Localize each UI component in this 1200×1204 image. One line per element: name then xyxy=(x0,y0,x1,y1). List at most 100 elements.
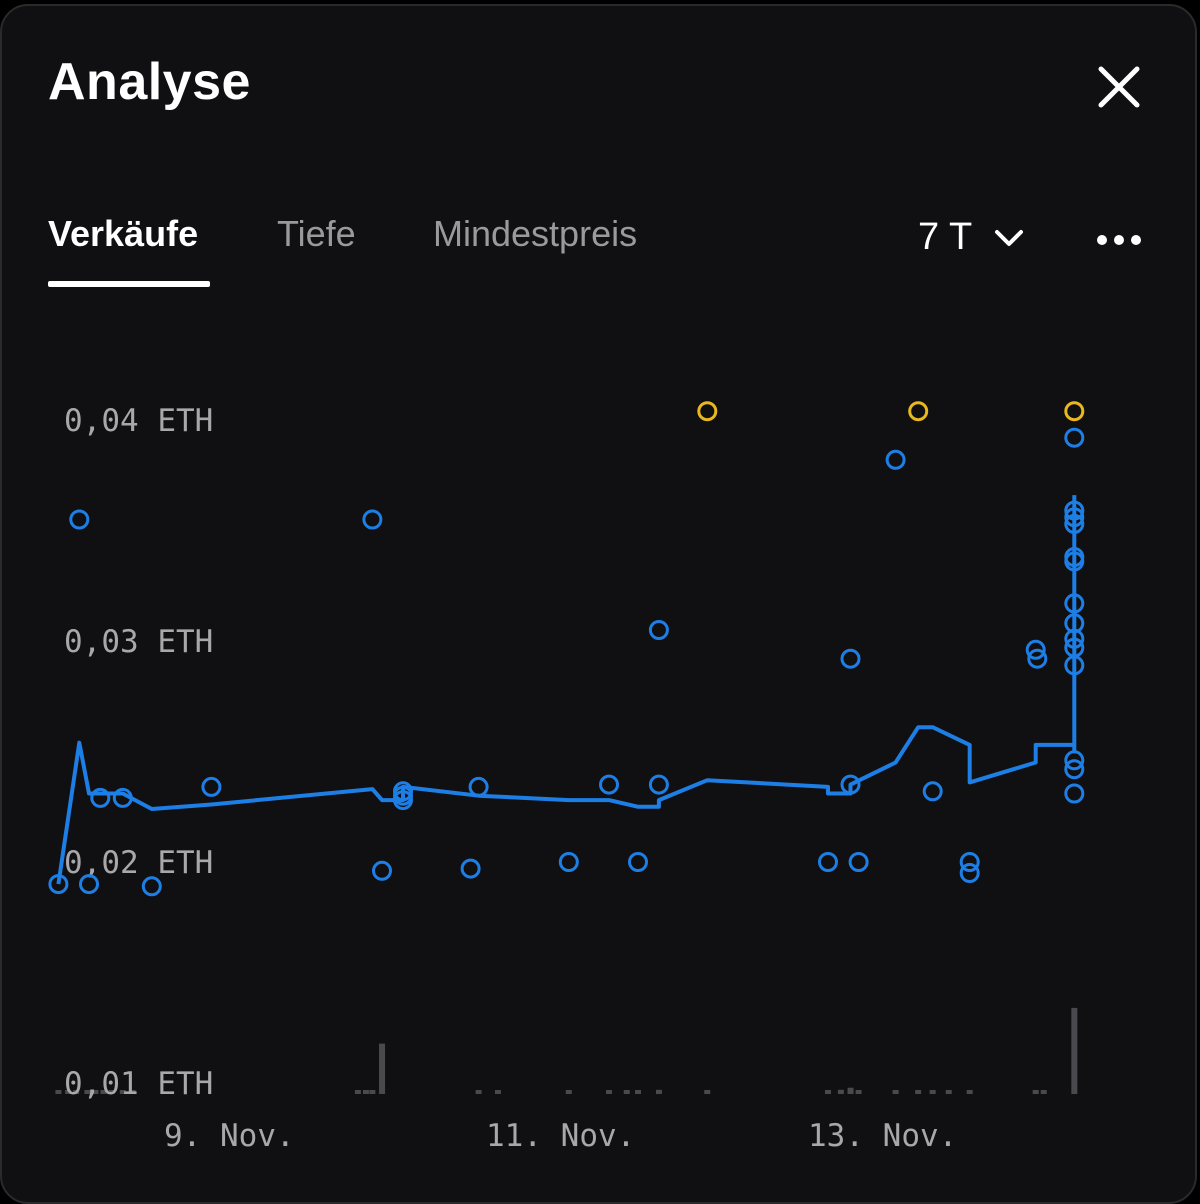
more-horizontal-icon xyxy=(1097,235,1141,245)
sale-point[interactable] xyxy=(48,874,69,895)
panel-title: Analyse xyxy=(48,53,251,111)
volume-bar xyxy=(55,1090,62,1094)
volume-bar xyxy=(362,1090,369,1094)
sale-point[interactable] xyxy=(1064,551,1085,572)
period-dropdown[interactable]: 7 T xyxy=(918,216,1024,259)
sale-point[interactable] xyxy=(90,787,111,808)
volume-bar xyxy=(825,1090,831,1094)
sale-point[interactable] xyxy=(1064,507,1085,528)
sale-point[interactable] xyxy=(468,776,489,797)
sale-point[interactable] xyxy=(558,852,579,872)
sale-point[interactable] xyxy=(1064,655,1085,676)
sale-point[interactable] xyxy=(1064,759,1085,780)
average-price-line xyxy=(56,495,1077,885)
volume-bar xyxy=(129,1090,136,1094)
listing-point[interactable] xyxy=(697,401,718,422)
volume-bar xyxy=(606,1090,613,1094)
y-tick-label: 0,01 ETH xyxy=(64,1066,213,1102)
volume-bar xyxy=(623,1090,630,1094)
volume-bar xyxy=(354,1090,361,1094)
volume-bar xyxy=(65,1090,72,1094)
active-tab-indicator xyxy=(48,281,210,287)
sale-point[interactable] xyxy=(69,509,90,530)
sale-point[interactable] xyxy=(1064,783,1085,804)
sale-point[interactable] xyxy=(840,774,861,795)
volume-bar xyxy=(655,1089,662,1094)
volume-bar xyxy=(475,1090,482,1094)
sale-point[interactable] xyxy=(1027,648,1048,669)
analysis-panel xyxy=(0,4,1197,1204)
sale-point[interactable] xyxy=(1064,427,1085,448)
volume-bar xyxy=(369,1090,376,1094)
sale-point[interactable] xyxy=(648,774,669,795)
sale-point[interactable] xyxy=(959,863,980,883)
volume-bar xyxy=(1040,1090,1047,1094)
period-label: 7 T xyxy=(918,216,973,258)
volume-bar xyxy=(1032,1090,1039,1094)
volume-bar xyxy=(84,1090,91,1094)
sale-point[interactable] xyxy=(628,852,648,872)
average-line xyxy=(56,495,1077,885)
chevron-down-icon xyxy=(995,229,1024,246)
volume-bar xyxy=(100,1090,107,1094)
sale-point[interactable] xyxy=(1064,628,1085,649)
sale-point[interactable] xyxy=(840,648,861,669)
sale-point[interactable] xyxy=(372,860,392,881)
sale-point[interactable] xyxy=(1064,513,1085,534)
sale-point[interactable] xyxy=(959,852,980,872)
volume-bar xyxy=(837,1089,844,1094)
volume-bar xyxy=(73,1090,80,1094)
close-button[interactable] xyxy=(1094,62,1144,112)
sale-point[interactable] xyxy=(79,874,99,895)
sale-point[interactable] xyxy=(112,787,133,808)
more-options-button[interactable] xyxy=(1094,228,1144,252)
sales-points xyxy=(48,401,1085,897)
volume-bar xyxy=(379,1043,386,1094)
tab-tiefe[interactable]: Tiefe xyxy=(277,213,356,254)
volume-bar xyxy=(966,1090,973,1094)
volume-bar xyxy=(565,1090,572,1094)
x-tick-label: 11. Nov. xyxy=(486,1118,635,1154)
sale-point[interactable] xyxy=(1064,593,1085,614)
volume-bar xyxy=(945,1090,952,1094)
volume-bar xyxy=(704,1090,711,1094)
sale-point[interactable] xyxy=(599,774,619,795)
y-tick-label: 0,04 ETH xyxy=(64,403,213,439)
y-tick-label: 0,03 ETH xyxy=(64,624,213,660)
sale-point[interactable] xyxy=(1064,750,1085,771)
volume-bars xyxy=(55,1007,1078,1094)
sale-point[interactable] xyxy=(885,449,906,470)
x-tick-label: 9. Nov. xyxy=(164,1118,295,1154)
sale-point[interactable] xyxy=(362,509,383,530)
tab-verkaeufe[interactable]: Verkäufe xyxy=(48,213,199,254)
sale-point[interactable] xyxy=(1025,639,1046,660)
sale-point[interactable] xyxy=(201,776,222,797)
volume-bar xyxy=(108,1090,115,1094)
close-icon xyxy=(1098,66,1140,108)
sale-point[interactable] xyxy=(141,876,162,897)
listing-point[interactable] xyxy=(1064,401,1085,422)
volume-bar xyxy=(1071,1007,1078,1094)
volume-bar xyxy=(847,1087,854,1094)
volume-bar xyxy=(929,1090,936,1094)
x-tick-label: 13. Nov. xyxy=(808,1118,957,1154)
sale-point[interactable] xyxy=(648,620,669,640)
sale-point[interactable] xyxy=(818,852,838,872)
listing-point[interactable] xyxy=(908,401,929,422)
x-axis-labels: 9. Nov. 11. Nov. 13. Nov. xyxy=(164,1118,957,1154)
sale-point[interactable] xyxy=(848,852,869,872)
volume-bar xyxy=(635,1090,642,1094)
tab-mindestpreis[interactable]: Mindestpreis xyxy=(433,213,638,254)
volume-bar xyxy=(119,1090,126,1094)
volume-bar xyxy=(92,1090,99,1094)
volume-bar xyxy=(915,1090,922,1094)
sale-point[interactable] xyxy=(1064,500,1085,521)
volume-bar xyxy=(494,1090,501,1094)
sale-point[interactable] xyxy=(393,785,413,806)
volume-bar xyxy=(855,1090,862,1094)
sale-point[interactable] xyxy=(460,858,481,879)
sale-point[interactable] xyxy=(922,781,943,802)
volume-bar xyxy=(892,1090,899,1094)
